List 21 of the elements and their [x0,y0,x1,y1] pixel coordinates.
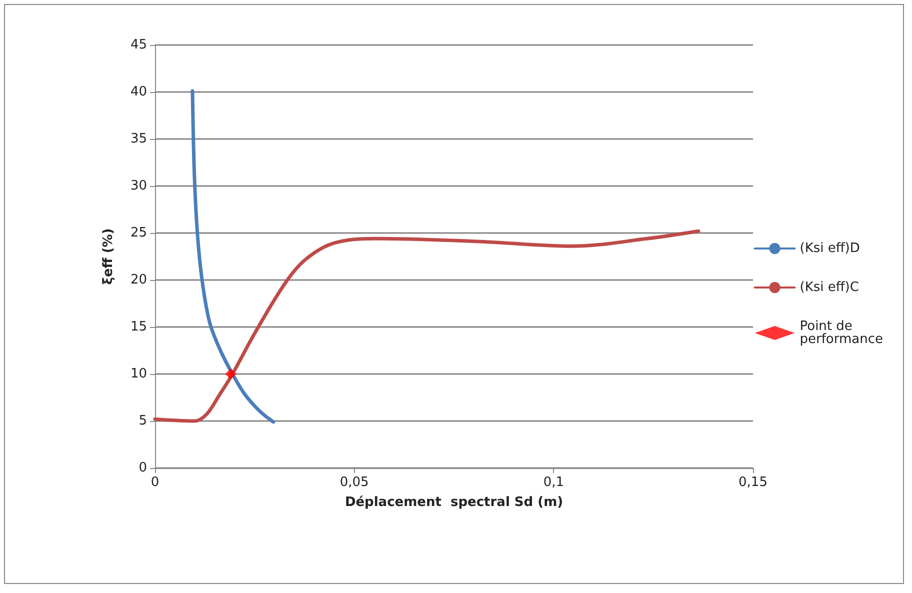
y-tick-label: 15 [130,320,147,334]
y-tick-label: 0 [138,460,147,476]
y-tick-label: 5 [138,414,147,428]
x-tick-label: 0,15 [738,475,768,490]
line-series [190,89,276,424]
y-tick-label: 25 [130,226,147,240]
y-axis-title: ξeff (%) [101,228,116,285]
line-series [153,229,700,423]
y-tick-label: 10 [130,366,147,382]
x-tick-label: 0,05 [340,475,369,490]
y-tick-label: 40 [130,84,147,100]
y-tick-label: 30 [130,178,147,194]
y-tick-label: 20 [130,272,147,288]
legend-label: Point de performance [800,319,884,347]
y-tick-label: 35 [130,132,147,146]
legend-label: (Ksi eff)D [800,241,860,256]
x-axis-title: Déplacement spectral Sd (m) [344,495,564,510]
x-tick-label: 0,1 [543,475,564,490]
y-tick-label: 45 [130,38,147,52]
x-tick-label: 0 [150,475,160,490]
legend-label: (Ksi eff)C [800,280,859,295]
